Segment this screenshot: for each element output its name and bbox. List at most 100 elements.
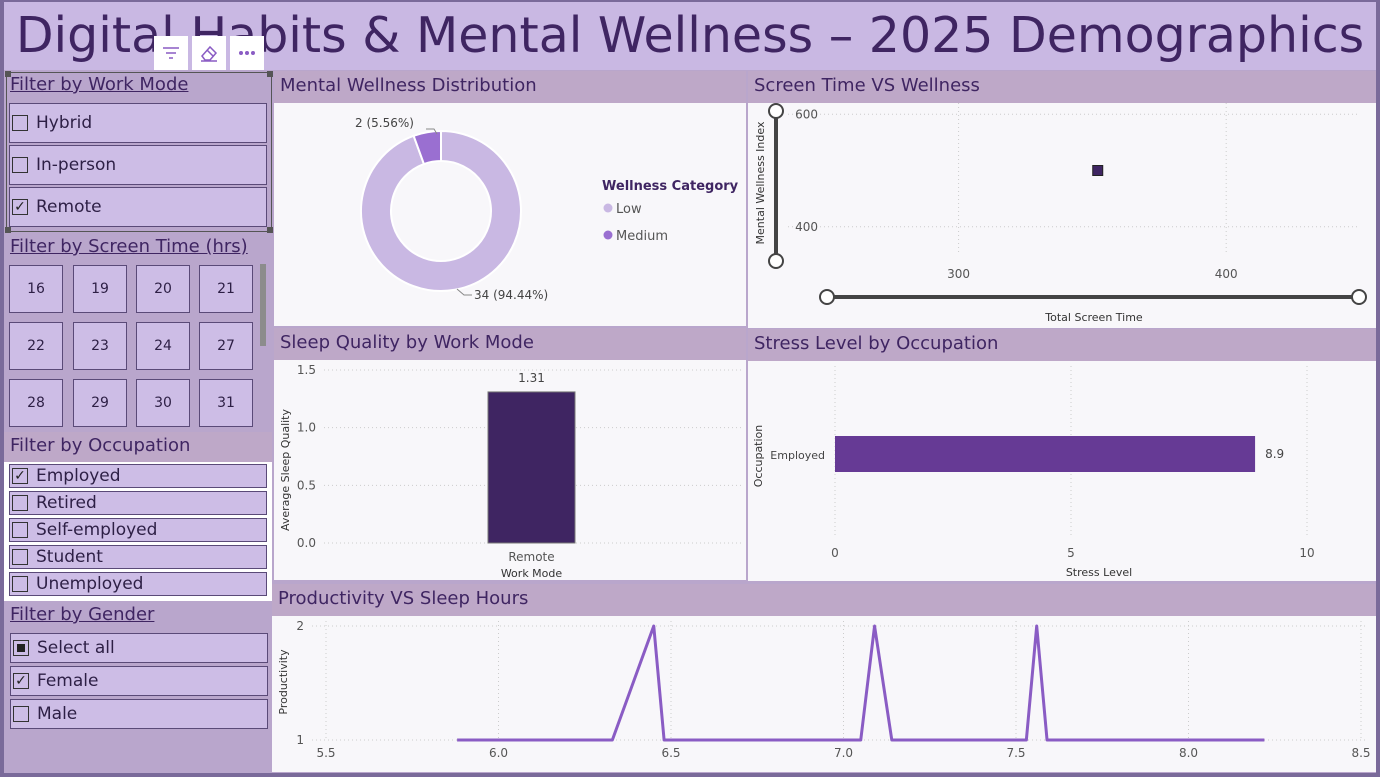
x-tick-label: 6.5	[661, 746, 680, 760]
option-label: Unemployed	[36, 574, 144, 594]
sleep-bar-chart: 0.0 0.5 1.0 1.5 1.31 Remote Work Mode Average S…	[279, 363, 742, 580]
leader-line	[456, 288, 472, 296]
screen-time-tile[interactable]: 30	[136, 379, 190, 427]
occupation-option-employed[interactable]: ✓ Employed	[9, 464, 267, 488]
checkmark-icon[interactable]: ✓	[12, 199, 28, 215]
x-tick-label: 10	[1299, 546, 1314, 560]
screen-time-tile[interactable]: 24	[136, 322, 190, 370]
sleep-by-work-mode-panel: Sleep Quality by Work Mode 0.0 0.5 1.0 1.5 1…	[274, 328, 746, 580]
wellness-distribution-panel: Mental Wellness Distribution 34 (94.44%)…	[274, 71, 746, 326]
y-tick-label: 2	[296, 619, 304, 633]
y-tick-label: 0.5	[297, 478, 316, 492]
work-mode-slicer	[5, 71, 273, 233]
productivity-vs-sleep-panel: Productivity VS Sleep Hours 5.5 6.0 6.5 7.0…	[272, 584, 1376, 772]
stress-by-occupation-panel: Stress Level by Occupation 0 5 10 8.9 Employ…	[748, 329, 1376, 581]
screen-time-tile[interactable]: 16	[9, 265, 63, 313]
occupation-option-retired[interactable]: Retired	[9, 491, 267, 515]
option-label: Employed	[36, 466, 121, 486]
filter-icon[interactable]	[154, 36, 188, 70]
y-range-handle	[768, 253, 784, 269]
gender-option-female[interactable]: ✓ Female	[10, 666, 268, 696]
gender-option-select-all[interactable]: Select all	[10, 633, 268, 663]
y-axis-label: Productivity	[277, 649, 290, 715]
bar-data-label: 1.31	[518, 371, 545, 385]
y-tick-label: 0.0	[297, 536, 316, 550]
checkbox-icon[interactable]	[12, 549, 28, 565]
work-mode-option-hybrid[interactable]: Hybrid	[9, 103, 267, 143]
checkmark-icon[interactable]: ✓	[12, 468, 28, 484]
screen-time-tile[interactable]: 29	[73, 379, 127, 427]
option-label: Self-employed	[36, 520, 158, 540]
more-options-icon[interactable]	[230, 36, 264, 70]
legend-title: Wellness Category	[602, 179, 739, 194]
donut-chart: 34 (94.44%) 2 (5.56%) Wellness Category Low…	[355, 116, 739, 302]
x-tick-label: 8.0	[1179, 746, 1198, 760]
screen-time-tile[interactable]: 23	[73, 322, 127, 370]
option-label: Student	[36, 547, 103, 567]
x-range-handle	[819, 289, 835, 305]
y-tick-label: 600	[795, 107, 818, 121]
option-label: Hybrid	[36, 113, 93, 133]
checkbox-icon[interactable]	[12, 157, 28, 173]
option-label: Female	[37, 671, 99, 691]
checkbox-icon[interactable]	[12, 576, 28, 592]
x-range-handle	[1351, 289, 1367, 305]
x-axis-label: Total Screen Time	[1044, 311, 1143, 324]
x-tick-label: 400	[1215, 267, 1238, 281]
screen-time-tile[interactable]: 31	[199, 379, 253, 427]
panel-title: Productivity VS Sleep Hours	[272, 584, 1376, 616]
data-label-low: 34 (94.44%)	[474, 288, 548, 302]
x-tick-label: 5	[1067, 546, 1075, 560]
checkbox-icon[interactable]	[12, 495, 28, 511]
checkmark-icon[interactable]: ✓	[13, 673, 29, 689]
partial-checkbox-icon[interactable]	[13, 640, 29, 656]
y-range-handle	[768, 103, 784, 119]
panel-title: Sleep Quality by Work Mode	[274, 328, 746, 360]
legend-item: Low	[616, 202, 642, 217]
checkbox-icon[interactable]	[13, 706, 29, 722]
occupation-option-student[interactable]: Student	[9, 545, 267, 569]
screen-time-filter-title: Filter by Screen Time (hrs)	[10, 236, 248, 257]
y-axis-label: Occupation	[752, 425, 765, 488]
work-mode-option-in-person[interactable]: In-person	[9, 145, 267, 185]
option-label: Select all	[37, 638, 115, 658]
checkbox-icon[interactable]	[12, 115, 28, 131]
option-label: Male	[37, 704, 78, 724]
option-label: Remote	[36, 197, 102, 217]
screen-time-tile[interactable]: 20	[136, 265, 190, 313]
panel-title: Mental Wellness Distribution	[274, 71, 746, 103]
screen-time-tile[interactable]: 21	[199, 265, 253, 313]
screen-time-tile[interactable]: 22	[9, 322, 63, 370]
x-tick-label: 8.5	[1351, 746, 1370, 760]
checkbox-icon[interactable]	[12, 522, 28, 538]
legend-dot	[603, 203, 613, 213]
x-tick-label: 0	[831, 546, 839, 560]
gender-filter-title: Filter by Gender	[10, 604, 155, 625]
y-axis-label: Mental Wellness Index	[754, 121, 767, 244]
productivity-line-chart: 5.5 6.0 6.5 7.0 7.5 8.0 8.5 1 2 Productivity	[277, 619, 1371, 760]
x-tick-label: 7.0	[834, 746, 853, 760]
screen-time-scrollbar[interactable]	[260, 264, 266, 346]
x-tick-label: 6.0	[489, 746, 508, 760]
occupation-option-self-employed[interactable]: Self-employed	[9, 518, 267, 542]
occupation-filter-title: Filter by Occupation	[10, 435, 191, 456]
stress-bar-chart: 0 5 10 8.9 Employed Stress Level Occupation	[752, 366, 1315, 579]
work-mode-option-remote[interactable]: ✓ Remote	[9, 187, 267, 227]
bar-employed	[835, 436, 1256, 472]
x-axis-label: Stress Level	[1066, 566, 1132, 579]
gender-option-male[interactable]: Male	[10, 699, 268, 729]
screen-time-tile[interactable]: 28	[9, 379, 63, 427]
occupation-option-unemployed[interactable]: Unemployed	[9, 572, 267, 596]
screen-time-tile[interactable]: 19	[73, 265, 127, 313]
eraser-icon[interactable]	[192, 36, 226, 70]
donut-slice-low	[360, 129, 522, 292]
scatter-chart: 300 400 400 600 Total Screen Time Mental Well…	[754, 103, 1367, 324]
screen-time-tile[interactable]: 27	[199, 322, 253, 370]
x-tick-label: Remote	[508, 550, 554, 564]
x-axis-label: Work Mode	[501, 567, 563, 580]
panel-title: Screen Time VS Wellness	[748, 71, 1376, 103]
leader-line	[426, 128, 438, 135]
screen-vs-wellness-panel: Screen Time VS Wellness 300 400 400 600 Tota…	[748, 71, 1376, 328]
data-label-medium: 2 (5.56%)	[355, 116, 414, 130]
